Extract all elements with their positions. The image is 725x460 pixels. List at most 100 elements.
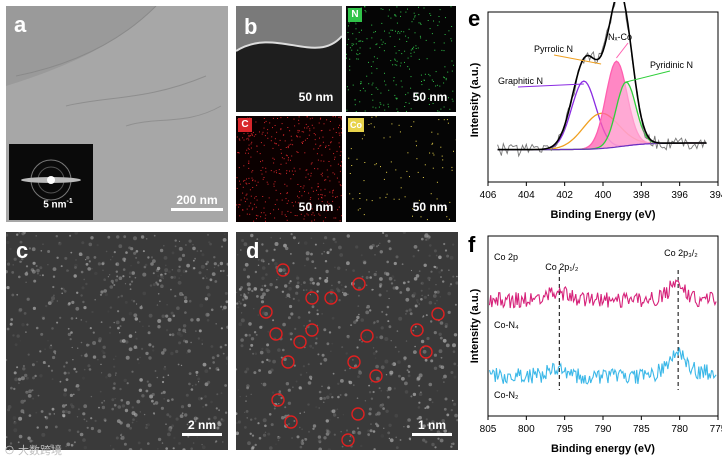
atom-speck <box>372 390 375 394</box>
eds-dot <box>379 102 381 104</box>
eds-dot <box>346 109 348 111</box>
atom-speck <box>385 374 388 376</box>
atom-speck <box>167 374 170 376</box>
atom-speck <box>346 261 350 266</box>
eds-dot <box>334 158 335 160</box>
eds-dot <box>445 79 447 81</box>
atom-speck <box>369 276 372 279</box>
atom-speck <box>88 242 93 247</box>
eds-dot <box>316 189 317 191</box>
atom-speck <box>415 274 420 278</box>
eds-dot <box>243 180 244 182</box>
atom-speck <box>196 250 199 252</box>
eds-dot <box>287 210 289 212</box>
atom-speck <box>288 332 293 336</box>
eds-dot <box>428 73 430 75</box>
atom-speck <box>330 350 332 352</box>
eds-dot <box>248 183 250 184</box>
atom-speck <box>171 424 175 428</box>
eds-dot <box>243 139 245 141</box>
eds-dot <box>413 46 415 48</box>
atom-speck <box>296 275 299 278</box>
atom-speck <box>319 396 323 401</box>
atom-speck <box>408 308 412 312</box>
atom-speck <box>75 317 78 319</box>
panel-e-xps-n1s: e Intensity (a.u.) Binding Energy (eV) 4… <box>462 2 722 226</box>
atom-speck <box>283 416 286 419</box>
atom-speck <box>170 351 174 356</box>
eds-dot <box>347 89 349 91</box>
atom-speck <box>236 368 238 371</box>
scale-text-c: 2 nm <box>187 418 216 432</box>
eds-dot <box>287 200 289 202</box>
atom-speck <box>387 395 390 399</box>
atom-speck <box>257 422 260 425</box>
eds-dot <box>398 124 400 126</box>
eds-dot <box>411 21 413 23</box>
atom-speck <box>121 317 125 322</box>
peak-label-e: Nₓ-Co <box>608 32 632 42</box>
eds-dot <box>360 83 361 85</box>
atom-speck <box>347 293 349 296</box>
eds-dot <box>396 22 398 24</box>
atom-speck <box>357 294 360 297</box>
eds-dot <box>338 142 340 144</box>
atom-speck <box>238 322 243 327</box>
atom-speck <box>450 443 453 445</box>
atom-speck <box>341 445 344 448</box>
atom-speck <box>134 331 137 333</box>
atom-speck <box>300 441 303 444</box>
eds-dot <box>438 21 440 23</box>
eds-dot <box>250 202 252 204</box>
eds-dot <box>418 14 420 16</box>
atom-speck <box>124 300 128 304</box>
atom-speck <box>53 350 57 354</box>
atom-speck <box>152 259 156 263</box>
atom-speck <box>443 429 447 433</box>
eds-dot <box>265 214 267 216</box>
atom-speck <box>371 288 374 291</box>
atom-speck <box>128 271 133 275</box>
atom-speck <box>14 377 18 382</box>
atom-speck <box>152 345 155 348</box>
atom-speck <box>44 362 47 365</box>
eds-dot <box>366 38 368 40</box>
eds-dot <box>357 54 359 56</box>
eds-dot <box>322 220 324 222</box>
eds-dot <box>364 162 366 163</box>
atom-speck <box>215 440 218 443</box>
eds-dot <box>359 90 361 92</box>
atom-speck <box>324 236 328 240</box>
atom-speck <box>267 330 270 333</box>
atom-speck <box>392 286 396 290</box>
eds-dot <box>420 37 422 39</box>
eds-dot <box>415 45 417 47</box>
atom-speck <box>79 432 84 437</box>
eds-dot <box>397 111 399 112</box>
atom-speck <box>139 411 141 413</box>
atom-speck <box>109 285 114 289</box>
atom-speck <box>237 389 240 391</box>
atom-speck <box>294 327 297 330</box>
eds-dot <box>375 44 377 46</box>
atom-speck <box>69 393 73 397</box>
atom-speck <box>337 280 341 284</box>
eds-dot <box>425 39 427 41</box>
atom-speck <box>420 298 423 301</box>
eds-dot <box>341 119 343 121</box>
atom-speck <box>19 340 22 342</box>
eds-dot <box>346 44 348 46</box>
atom-speck <box>157 325 161 329</box>
eds-dot <box>440 108 442 110</box>
atom-speck <box>210 308 214 312</box>
eds-dot <box>364 110 366 112</box>
eds-dot <box>311 214 313 216</box>
eds-dot <box>423 79 425 81</box>
atom-speck <box>402 281 406 285</box>
atom-speck <box>103 289 107 293</box>
atom-speck <box>152 272 155 275</box>
atom-speck <box>71 405 75 409</box>
atom-speck <box>440 269 443 272</box>
eds-dot <box>340 185 342 187</box>
atom-speck <box>248 322 252 326</box>
